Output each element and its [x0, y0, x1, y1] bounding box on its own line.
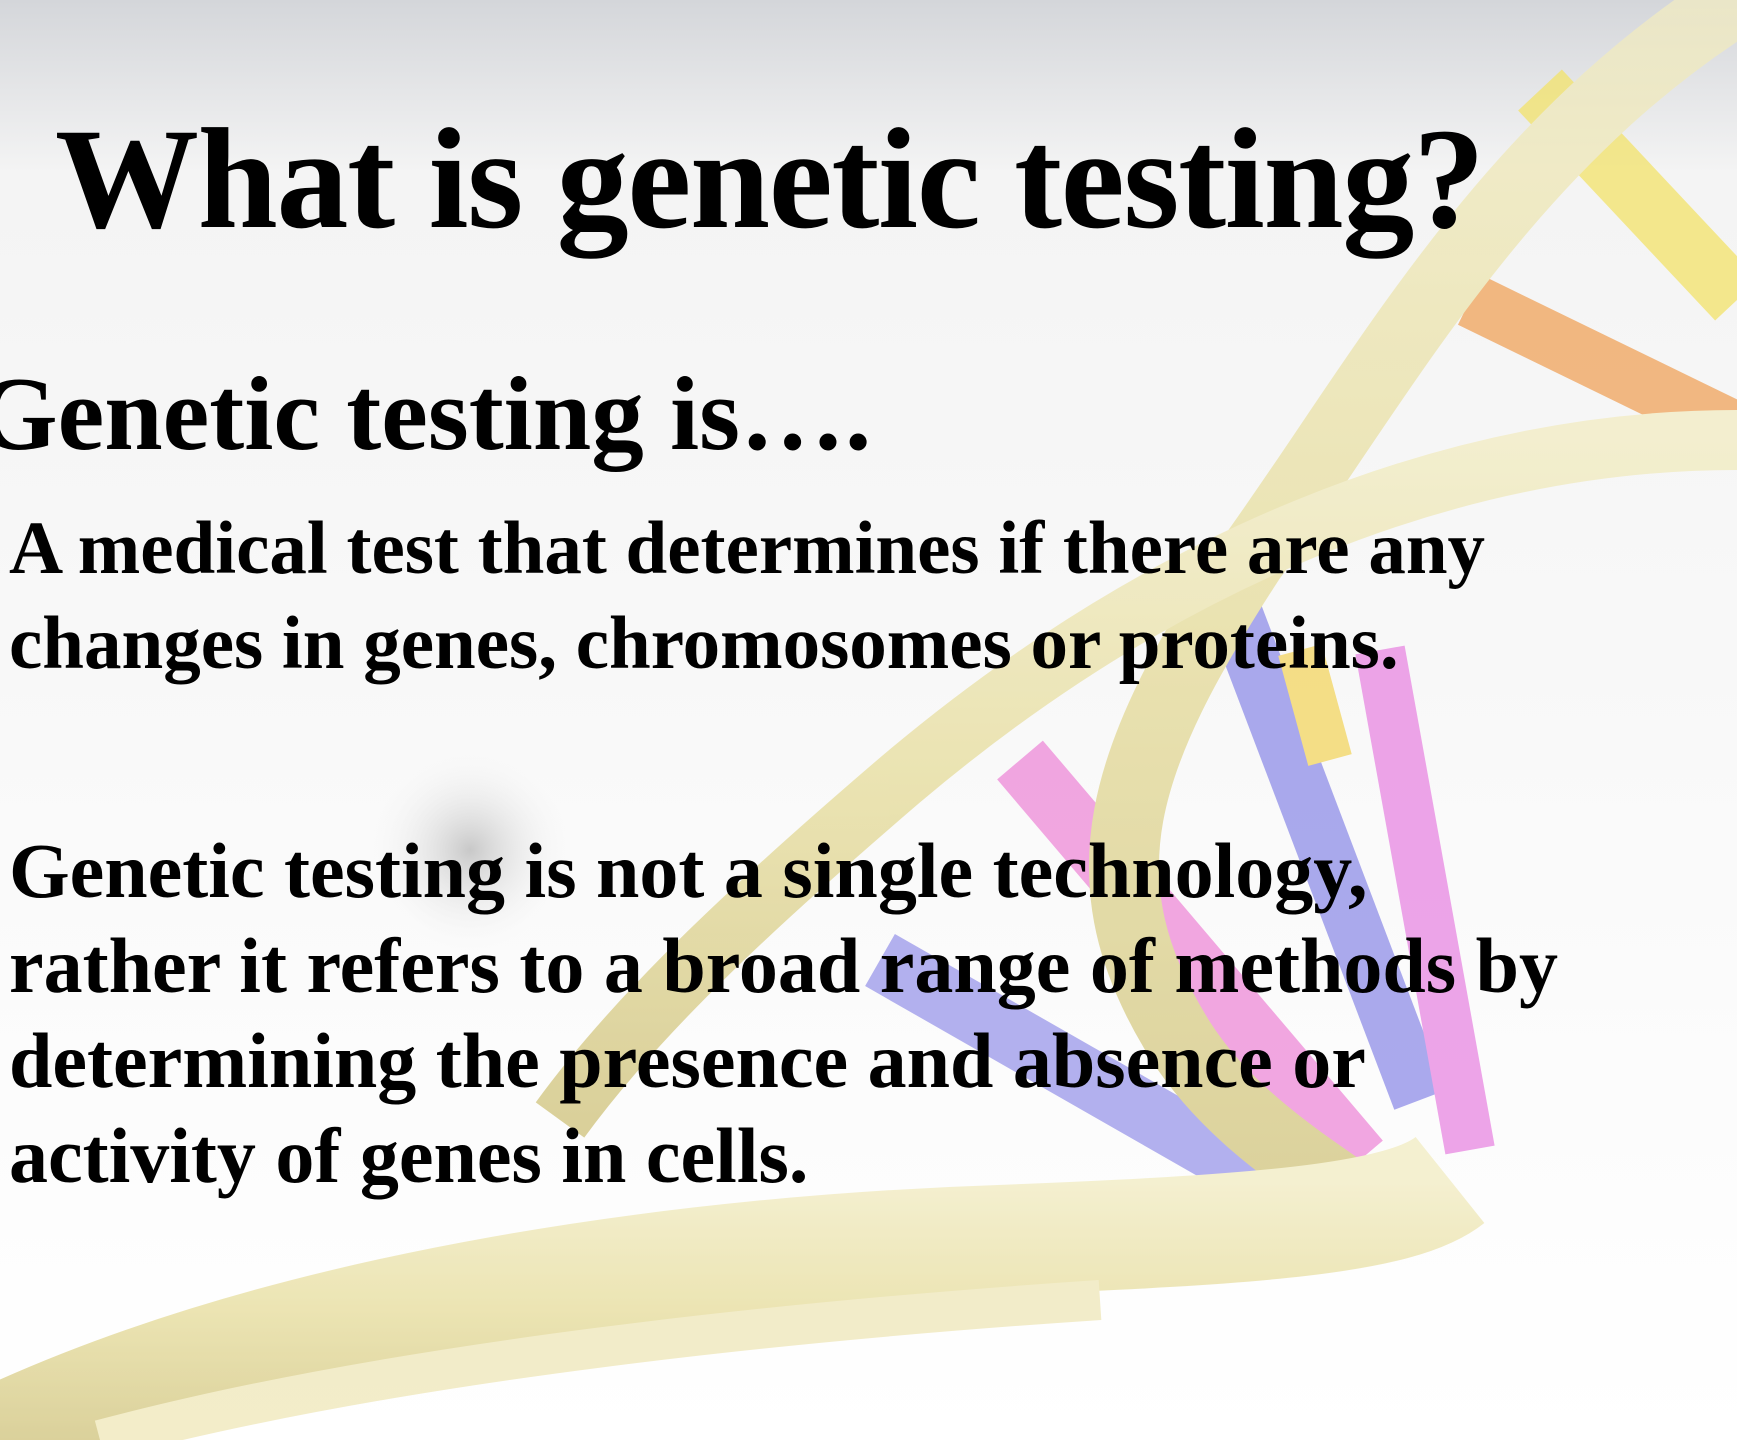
bullet-line: A medical test that determines if there …: [9, 507, 1485, 590]
bullet-line: changes in genes, chromosomes or protein…: [9, 602, 1399, 685]
bullet-line: determining the presence and absence or: [9, 1017, 1366, 1104]
slide-title: What is genetic testing?: [55, 100, 1485, 259]
slide-heading: Genetic testing is….: [0, 355, 871, 472]
bullet-line: Genetic testing is not a single technolo…: [9, 827, 1367, 914]
bullet-line: rather it refers to a broad range of met…: [9, 922, 1558, 1009]
page: What is genetic testing? Genetic testing…: [0, 0, 1737, 1440]
bullet-line: activity of genes in cells.: [9, 1112, 808, 1199]
slide: What is genetic testing? Genetic testing…: [0, 0, 1737, 1440]
bullet-list: A medical test that determines if there …: [9, 507, 1558, 1199]
